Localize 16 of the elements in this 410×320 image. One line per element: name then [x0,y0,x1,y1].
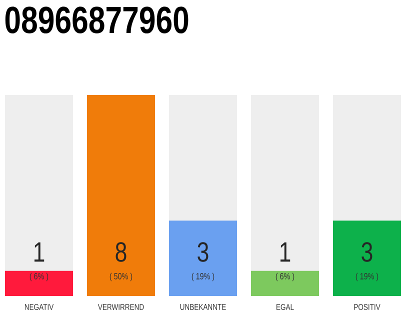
annotation: ( 6% ) [276,272,294,282]
data-label: 3 [198,242,208,262]
chart-title: 08966877960 [5,6,188,34]
x-tick-label: NEGATIV [24,304,54,310]
annotation: ( 6% ) [30,272,48,282]
x-tick-label: UNBEKANNTE [180,304,226,310]
x-tick-label: EGAL [276,304,294,310]
annotation: ( 50% ) [110,272,132,282]
data-label: 1 [280,242,290,262]
x-tick-label: VERWIRREND [98,304,144,310]
data-label: 3 [362,242,372,262]
annotation: ( 19% ) [192,272,214,282]
annotation: ( 19% ) [356,272,378,282]
x-tick-label: POSITIV [354,304,380,310]
data-label: 1 [34,242,44,262]
data-label: 8 [116,242,126,262]
